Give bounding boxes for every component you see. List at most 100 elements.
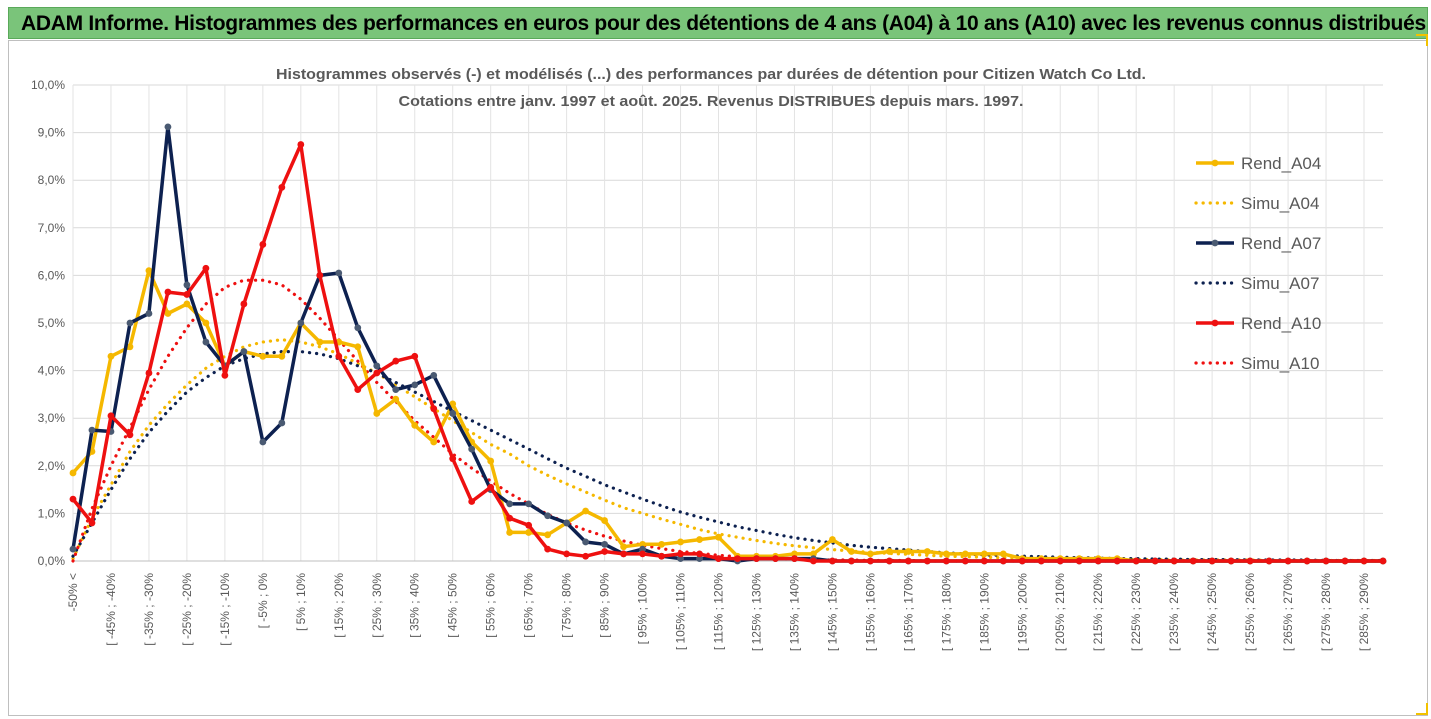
data-point-rend-a04 — [373, 410, 381, 417]
data-point-rend-a07 — [392, 386, 400, 394]
data-point-rend-a10 — [753, 555, 760, 563]
data-point-rend-a10 — [316, 272, 324, 279]
data-point-rend-a04 — [392, 395, 400, 403]
x-tick-label: [ 85% ; 90% — [598, 573, 612, 638]
data-point-rend-a10 — [1246, 557, 1254, 565]
chart-title: Histogrammes observés (-) et modélisés (… — [276, 66, 1146, 83]
data-point-rend-a04 — [999, 550, 1007, 558]
report-banner: ADAM Informe. Histogrammes des performan… — [8, 7, 1428, 39]
data-point-rend-a10 — [1303, 557, 1311, 565]
data-point-rend-a10 — [278, 183, 286, 191]
data-point-rend-a10 — [904, 557, 912, 565]
x-tick-label: [ 255% ; 260% — [1243, 573, 1257, 651]
x-tick-label: -50% < — [66, 573, 80, 611]
data-point-rend-a04 — [544, 531, 552, 539]
data-point-rend-a10 — [183, 291, 191, 298]
y-tick-label: 1,0% — [38, 506, 66, 520]
data-point-rend-a10 — [961, 557, 969, 565]
data-point-rend-a07 — [563, 519, 571, 527]
legend-label-rend-a04: Rend_A04 — [1241, 154, 1321, 173]
data-point-rend-a07 — [468, 445, 476, 453]
data-point-rend-a04 — [601, 517, 608, 524]
data-point-rend-a07 — [411, 381, 419, 389]
data-point-rend-a07 — [354, 324, 362, 332]
data-point-rend-a04 — [961, 550, 969, 558]
x-tick-label: [ 205% ; 210% — [1053, 573, 1067, 651]
data-point-rend-a10 — [639, 550, 646, 558]
data-point-rend-a04 — [582, 507, 590, 515]
x-tick-label: [ 25% ; 30% — [370, 573, 384, 638]
data-point-rend-a04 — [885, 548, 893, 555]
data-point-rend-a10 — [1075, 557, 1083, 565]
data-point-rend-a04 — [107, 352, 115, 360]
y-tick-label: 6,0% — [38, 268, 66, 282]
y-tick-label: 7,0% — [38, 221, 66, 235]
data-point-rend-a04 — [677, 538, 684, 546]
x-tick-label: [ 55% ; 60% — [484, 573, 498, 638]
data-point-rend-a04 — [430, 438, 438, 446]
data-point-rend-a10 — [487, 483, 495, 491]
data-point-rend-a04 — [69, 469, 77, 477]
data-point-rend-a04 — [923, 548, 931, 555]
data-point-rend-a10 — [354, 386, 362, 394]
data-point-rend-a04 — [980, 550, 988, 558]
y-tick-label: 3,0% — [38, 411, 66, 425]
data-point-rend-a07 — [240, 348, 248, 355]
data-point-rend-a10 — [829, 557, 836, 565]
data-point-rend-a10 — [1208, 557, 1216, 565]
data-point-rend-a10 — [297, 141, 305, 148]
x-tick-label: [ -45% ; -40% — [104, 573, 118, 646]
x-tick-label: [ 125% ; 130% — [749, 573, 763, 651]
data-point-rend-a07 — [677, 555, 684, 563]
data-point-rend-a10 — [601, 548, 608, 555]
data-point-rend-a07 — [145, 310, 153, 317]
x-tick-label: [ 185% ; 190% — [977, 573, 991, 651]
data-point-rend-a04 — [278, 352, 286, 360]
x-tick-label: [ 155% ; 160% — [863, 573, 877, 651]
data-point-rend-a10 — [164, 288, 172, 296]
data-point-rend-a04 — [126, 343, 134, 351]
data-point-rend-a10 — [525, 521, 533, 529]
corner-mark — [1416, 34, 1428, 46]
x-tick-label: [ 245% ; 250% — [1205, 573, 1219, 651]
y-tick-label: 10,0% — [31, 78, 65, 92]
data-point-rend-a07 — [278, 419, 286, 427]
data-point-rend-a04 — [639, 540, 646, 548]
series-line-simu-a10 — [71, 278, 1385, 563]
data-point-rend-a04 — [866, 550, 874, 558]
data-point-rend-a10 — [885, 557, 893, 565]
x-tick-label: [ 165% ; 170% — [901, 573, 915, 651]
data-point-rend-a10 — [734, 555, 741, 563]
data-point-rend-a10 — [335, 352, 343, 360]
x-tick-label: [ 175% ; 180% — [939, 573, 953, 651]
data-point-rend-a10 — [69, 495, 77, 503]
x-tick-label: [ 215% ; 220% — [1091, 573, 1105, 651]
data-point-rend-a10 — [563, 550, 571, 558]
x-tick-label: [ 75% ; 80% — [560, 573, 574, 638]
data-point-rend-a07 — [164, 123, 172, 131]
data-point-rend-a07 — [202, 338, 210, 346]
legend-label-rend-a07: Rend_A07 — [1241, 234, 1321, 253]
data-point-rend-a07 — [297, 319, 305, 327]
chart-frame: 0,0% 1,0% 2,0% 3,0% 4,0% 5,0% 6,0% 7,0% 8,0% 9,0%… — [8, 40, 1428, 716]
data-point-rend-a10 — [202, 264, 210, 272]
data-point-rend-a04 — [658, 540, 665, 548]
legend-label-rend-a10: Rend_A10 — [1241, 314, 1321, 333]
x-tick-label: [ 235% ; 240% — [1167, 573, 1181, 651]
y-tick-label: 8,0% — [38, 173, 66, 187]
data-point-rend-a10 — [126, 431, 134, 439]
data-point-rend-a07 — [601, 540, 608, 548]
x-tick-label: [ -25% ; -20% — [180, 573, 194, 646]
data-point-rend-a07 — [69, 545, 77, 553]
data-point-rend-a04 — [904, 548, 912, 555]
series-line-rend-a10 — [71, 142, 1383, 563]
data-point-rend-a10 — [582, 552, 590, 560]
data-point-rend-a10 — [468, 498, 476, 505]
data-point-rend-a10 — [658, 552, 665, 560]
data-point-rend-a04 — [506, 529, 514, 536]
data-point-rend-a10 — [1322, 557, 1330, 565]
x-tick-label: [ 105% ; 110% — [674, 573, 688, 650]
x-tick-label: [ 225% ; 230% — [1129, 573, 1143, 651]
data-point-rend-a07 — [696, 555, 703, 563]
x-tick-label: [ 145% ; 150% — [825, 573, 839, 651]
